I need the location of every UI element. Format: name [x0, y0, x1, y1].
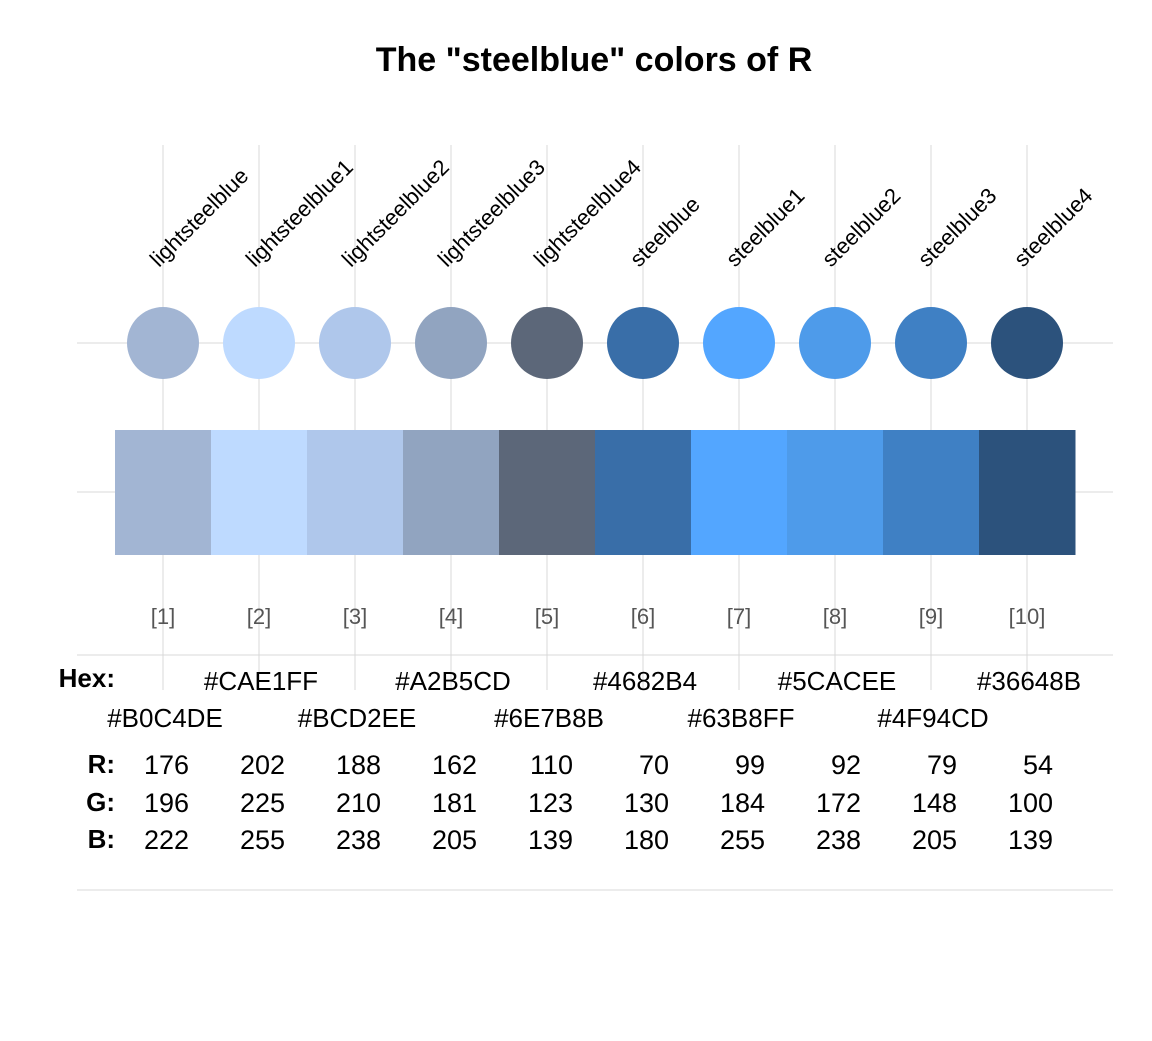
index-labels-layer: [1] [2] [3] [4] [5] [6] [7] [8] [9] [10]	[151, 604, 1046, 629]
color-index-label: [4]	[439, 604, 463, 629]
color-bar-swatch	[883, 430, 980, 555]
color-circle	[511, 307, 583, 379]
color-circle	[703, 307, 775, 379]
color-name-label: steelblue1	[721, 183, 810, 272]
r-value: 99	[735, 750, 765, 780]
color-bar-swatch	[691, 430, 788, 555]
r-value: 188	[336, 750, 381, 780]
r-value: 110	[530, 750, 573, 780]
color-index-label: [2]	[247, 604, 271, 629]
hex-value: #6E7B8B	[494, 703, 604, 733]
color-bar-swatch	[403, 430, 500, 555]
b-value: 255	[240, 825, 285, 855]
color-names-layer: lightsteelbluelightsteelblue1lightsteelb…	[145, 154, 1098, 271]
color-name-label: steelblue4	[1009, 183, 1098, 272]
color-bar-swatch	[595, 430, 692, 555]
color-index-label: [6]	[631, 604, 655, 629]
color-name-label: lightsteelblue	[145, 163, 253, 271]
color-circle	[223, 307, 295, 379]
hex-value: #CAE1FF	[204, 666, 318, 696]
r-row-label: R:	[88, 749, 115, 779]
color-circle	[895, 307, 967, 379]
b-value: 139	[528, 825, 573, 855]
color-index-label: [8]	[823, 604, 847, 629]
color-circle	[607, 307, 679, 379]
g-value: 148	[912, 788, 957, 818]
g-value: 184	[720, 788, 765, 818]
b-value: 205	[432, 825, 477, 855]
r-value: 70	[639, 750, 669, 780]
color-bar-swatch	[979, 430, 1076, 555]
hex-value: #36648B	[977, 666, 1081, 696]
r-value: 54	[1023, 750, 1053, 780]
color-circle	[991, 307, 1063, 379]
r-value: 79	[927, 750, 957, 780]
g-value: 130	[624, 788, 669, 818]
g-value: 210	[336, 788, 381, 818]
b-value: 222	[144, 825, 189, 855]
color-circle	[127, 307, 199, 379]
chart-title: The "steelblue" colors of R	[376, 41, 813, 79]
hex-row-label: Hex:	[59, 663, 115, 693]
g-value: 225	[240, 788, 285, 818]
b-row-label: B:	[88, 824, 115, 854]
color-bar-swatch	[115, 430, 212, 555]
b-value: 255	[720, 825, 765, 855]
g-value: 181	[432, 788, 477, 818]
value-table-layer: Hex: R: G: B: #B0C4DE 176 196 222 #CAE1FF 202 225 2…	[59, 663, 1081, 855]
color-index-label: [9]	[919, 604, 943, 629]
color-index-label: [7]	[727, 604, 751, 629]
hex-value: #BCD2EE	[298, 703, 417, 733]
g-value: 123	[528, 788, 573, 818]
b-value: 238	[336, 825, 381, 855]
color-circle	[319, 307, 391, 379]
hex-value: #5CACEE	[778, 666, 897, 696]
g-row-label: G:	[86, 787, 115, 817]
color-bar-swatch	[307, 430, 404, 555]
color-circles-layer	[127, 307, 1063, 379]
color-name-label: steelblue	[625, 192, 705, 272]
color-index-label: [1]	[151, 604, 175, 629]
r-value: 176	[144, 750, 189, 780]
color-bar-swatch	[211, 430, 308, 555]
g-value: 172	[816, 788, 861, 818]
r-value: 162	[432, 750, 477, 780]
r-value: 92	[831, 750, 861, 780]
g-value: 196	[144, 788, 189, 818]
hex-value: #4682B4	[593, 666, 697, 696]
color-name-label: steelblue2	[817, 183, 906, 272]
color-bar-swatch	[499, 430, 596, 555]
color-name-label: steelblue3	[913, 183, 1002, 272]
b-value: 205	[912, 825, 957, 855]
color-bar-layer	[115, 430, 1076, 555]
color-circle	[415, 307, 487, 379]
color-circle	[799, 307, 871, 379]
hex-value: #A2B5CD	[395, 666, 511, 696]
r-value: 202	[240, 750, 285, 780]
b-value: 180	[624, 825, 669, 855]
hex-value: #B0C4DE	[107, 703, 223, 733]
color-index-label: [5]	[535, 604, 559, 629]
color-index-label: [10]	[1009, 604, 1046, 629]
color-bar-swatch	[787, 430, 884, 555]
hex-value: #63B8FF	[688, 703, 795, 733]
b-value: 139	[1008, 825, 1053, 855]
g-value: 100	[1008, 788, 1053, 818]
b-value: 238	[816, 825, 861, 855]
hex-value: #4F94CD	[877, 703, 988, 733]
color-index-label: [3]	[343, 604, 367, 629]
